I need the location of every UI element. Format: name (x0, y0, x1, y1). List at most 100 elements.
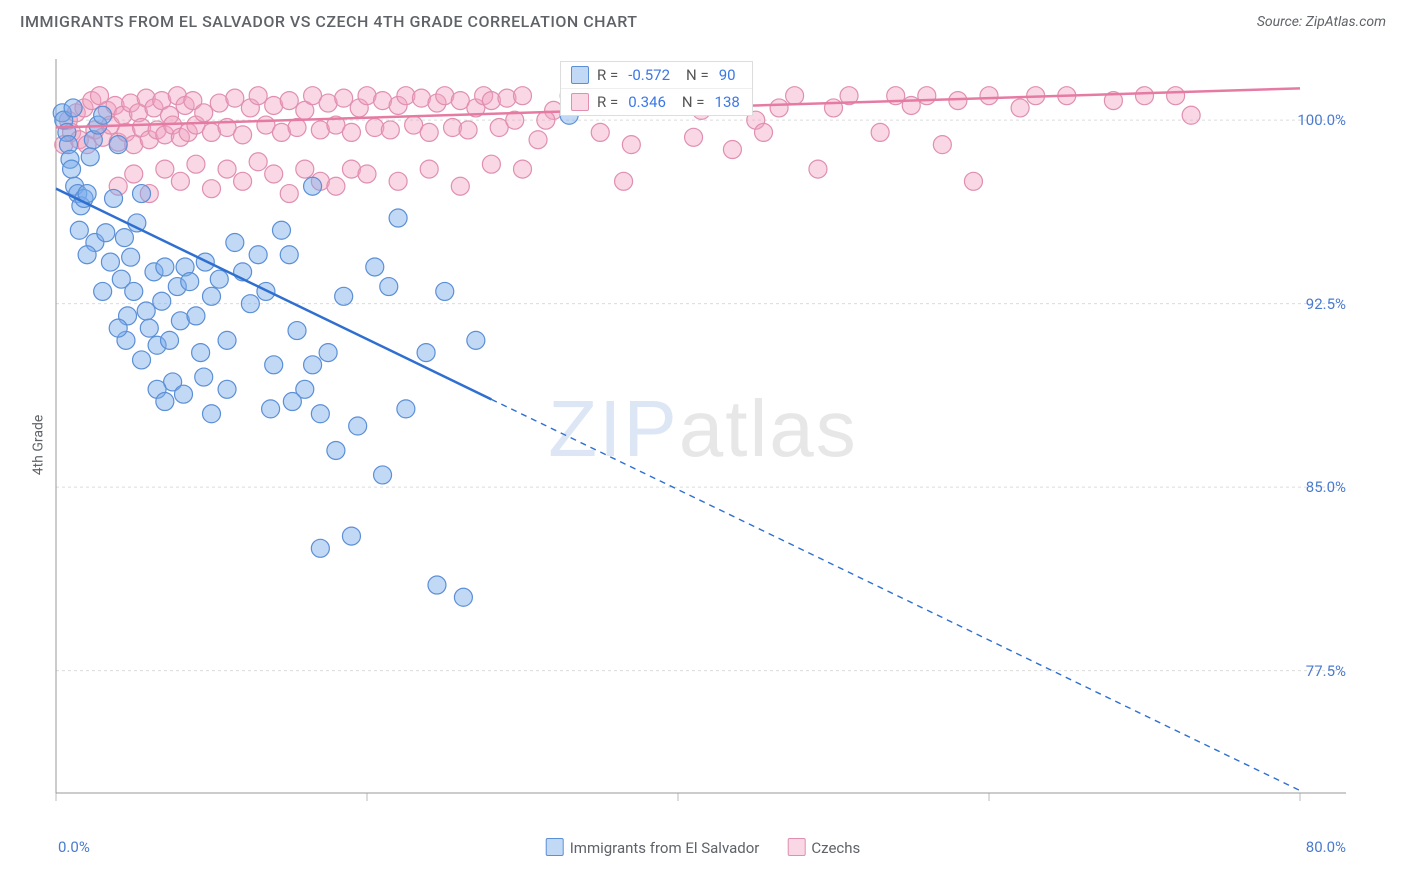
data-point (467, 331, 485, 349)
data-point (436, 282, 454, 300)
data-point (389, 172, 407, 190)
data-point (64, 99, 82, 117)
y-tick-label: 85.0% (1306, 478, 1346, 496)
data-point (175, 385, 193, 403)
data-point (218, 331, 236, 349)
data-point (265, 356, 283, 374)
data-point (380, 278, 398, 296)
data-point (459, 121, 477, 139)
source-link[interactable]: ZipAtlas.com (1306, 14, 1386, 30)
data-point (171, 172, 189, 190)
legend-bottom: Immigrants from El SalvadorCzechs (546, 838, 861, 857)
data-point (949, 92, 967, 110)
data-point (335, 287, 353, 305)
data-point (203, 405, 221, 423)
chart-header: IMMIGRANTS FROM EL SALVADOR VS CZECH 4TH… (0, 0, 1406, 39)
data-point (685, 128, 703, 146)
data-point (109, 319, 127, 337)
data-point (78, 246, 96, 264)
data-point (933, 136, 951, 154)
stats-row: R =-0.572N =90 (561, 62, 752, 88)
data-point (137, 302, 155, 320)
data-point (195, 368, 213, 386)
data-point (203, 180, 221, 198)
data-point (234, 126, 252, 144)
data-point (342, 527, 360, 545)
data-point (770, 99, 788, 117)
data-point (755, 123, 773, 141)
data-point (723, 141, 741, 159)
r-value: -0.572 (626, 66, 672, 84)
n-label: N = (682, 93, 705, 111)
data-point (63, 160, 81, 178)
legend-swatch (571, 66, 589, 84)
data-point (304, 177, 322, 195)
x-min-label: 0.0% (58, 838, 90, 856)
data-point (234, 172, 252, 190)
data-point (964, 172, 982, 190)
data-point (428, 576, 446, 594)
data-point (809, 160, 827, 178)
x-max-label: 80.0% (1306, 838, 1346, 856)
y-tick-label: 100.0% (1297, 111, 1346, 129)
data-point (156, 258, 174, 276)
data-point (358, 165, 376, 183)
chart-source: Source: ZipAtlas.com (1257, 14, 1386, 30)
stats-legend-box: R = -0.572 N = 90 R = 0.346 N = 138 (560, 61, 753, 116)
data-point (156, 160, 174, 178)
n-label: N = (686, 66, 709, 84)
data-point (342, 123, 360, 141)
data-point (514, 160, 532, 178)
data-point (195, 104, 213, 122)
data-point (451, 177, 469, 195)
data-point (615, 172, 633, 190)
data-point (187, 307, 205, 325)
legend-label: Immigrants from El Salvador (570, 839, 760, 857)
data-point (537, 111, 555, 129)
n-value: 138 (713, 93, 742, 111)
data-point (304, 356, 322, 374)
r-value: 0.346 (626, 93, 668, 111)
data-point (482, 155, 500, 173)
data-point (101, 253, 119, 271)
data-point (133, 351, 151, 369)
y-axis-label: 4th Grade (30, 415, 46, 476)
source-prefix: Source: (1257, 14, 1306, 30)
data-point (366, 258, 384, 276)
data-point (249, 246, 267, 264)
data-point (125, 282, 143, 300)
data-point (280, 246, 298, 264)
data-point (420, 160, 438, 178)
data-point (283, 393, 301, 411)
data-point (265, 165, 283, 183)
chart-container: 4th Grade ZIPatlas 77.5%85.0%92.5%100.0%… (0, 39, 1406, 851)
trend-line-dashed (491, 399, 1300, 790)
data-point (187, 155, 205, 173)
data-point (319, 344, 337, 362)
data-point (288, 322, 306, 340)
data-point (381, 121, 399, 139)
scatter-chart (0, 39, 1406, 851)
data-point (417, 344, 435, 362)
data-point (109, 136, 127, 154)
n-value: 90 (717, 66, 738, 84)
data-point (327, 177, 345, 195)
data-point (591, 123, 609, 141)
data-point (153, 292, 171, 310)
data-point (786, 87, 804, 105)
data-point (156, 393, 174, 411)
r-label: R = (597, 93, 618, 111)
legend-swatch (571, 93, 589, 111)
data-point (97, 224, 115, 242)
data-point (311, 405, 329, 423)
data-point (210, 270, 228, 288)
data-point (161, 331, 179, 349)
stats-row: R = 0.346 N = 138 (561, 88, 752, 115)
data-point (203, 287, 221, 305)
data-point (1182, 106, 1200, 124)
legend-swatch (546, 838, 564, 856)
data-point (218, 380, 236, 398)
data-point (389, 209, 407, 227)
data-point (128, 214, 146, 232)
data-point (105, 189, 123, 207)
